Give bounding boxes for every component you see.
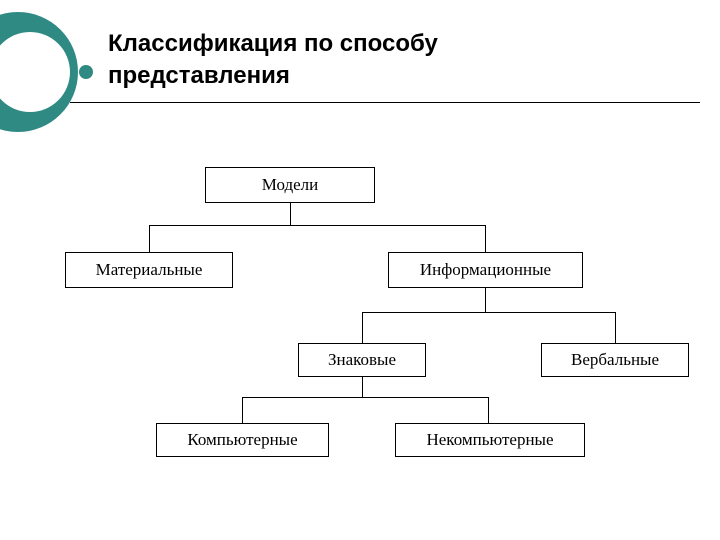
node-information-label: Информационные	[420, 260, 551, 280]
node-root-label: Модели	[262, 175, 318, 195]
conn-info-below	[485, 288, 486, 312]
conn-verbal-down	[615, 312, 616, 343]
decor-dot	[79, 65, 93, 79]
slide-title: Классификация по способу представления	[108, 28, 668, 93]
node-information: Информационные	[388, 252, 583, 288]
node-sign: Знаковые	[298, 343, 426, 377]
conn-sign-below	[362, 377, 363, 397]
conn-mat-down	[149, 225, 150, 252]
title-line-2: представления	[108, 60, 668, 92]
conn-lvl1-h	[149, 225, 486, 226]
title-line-1: Классификация по способу	[108, 28, 668, 60]
node-verbal: Вербальные	[541, 343, 689, 377]
conn-info-down	[485, 225, 486, 252]
node-material-label: Материальные	[96, 260, 203, 280]
conn-sign-down	[362, 312, 363, 343]
node-noncomputer-label: Некомпьютерные	[426, 430, 553, 450]
node-verbal-label: Вербальные	[571, 350, 659, 370]
node-computer-label: Компьютерные	[187, 430, 297, 450]
conn-comp-down	[242, 397, 243, 423]
conn-root-down	[290, 203, 291, 225]
node-noncomputer: Некомпьютерные	[395, 423, 585, 457]
node-root: Модели	[205, 167, 375, 203]
node-material: Материальные	[65, 252, 233, 288]
node-sign-label: Знаковые	[328, 350, 396, 370]
conn-lvl2-h	[362, 312, 616, 313]
title-underline	[70, 102, 700, 103]
conn-ncomp-down	[488, 397, 489, 423]
conn-lvl3-h	[242, 397, 489, 398]
node-computer: Компьютерные	[156, 423, 329, 457]
